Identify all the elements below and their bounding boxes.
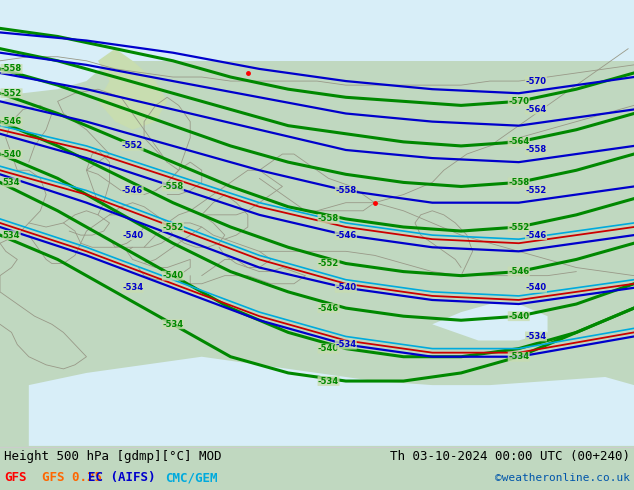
Text: -540: -540 <box>508 312 529 320</box>
Text: 534: 534 <box>3 231 20 240</box>
Text: 534: 534 <box>3 178 20 187</box>
Text: -540: -540 <box>335 283 356 293</box>
Polygon shape <box>0 0 133 101</box>
Text: -540: -540 <box>122 231 143 240</box>
Text: GFS: GFS <box>4 471 27 485</box>
Text: -570: -570 <box>508 97 529 106</box>
Text: ©weatheronline.co.uk: ©weatheronline.co.uk <box>495 473 630 483</box>
Text: -540: -540 <box>1 149 22 159</box>
Text: -558: -558 <box>508 178 529 187</box>
Text: -546: -546 <box>122 186 143 195</box>
Text: -552: -552 <box>162 222 183 231</box>
Bar <box>0 0 634 61</box>
Text: -540: -540 <box>162 271 183 280</box>
Text: -546: -546 <box>318 304 339 313</box>
Text: -570: -570 <box>526 76 547 86</box>
Text: -558: -558 <box>318 215 339 223</box>
Text: -534: -534 <box>162 320 183 329</box>
Text: -558: -558 <box>335 186 356 195</box>
Text: -546: -546 <box>335 231 356 240</box>
Text: EC (AIFS): EC (AIFS) <box>88 471 155 485</box>
Text: -564: -564 <box>526 105 547 114</box>
Text: -546: -546 <box>1 117 22 126</box>
Polygon shape <box>432 304 548 341</box>
Text: -552: -552 <box>122 142 143 150</box>
Text: -534: -534 <box>335 340 356 349</box>
Text: -564: -564 <box>508 137 529 147</box>
Text: CMC/GEM: CMC/GEM <box>165 471 217 485</box>
Text: Th 03-10-2024 00:00 UTC (00+240): Th 03-10-2024 00:00 UTC (00+240) <box>390 450 630 464</box>
Text: -552: -552 <box>508 222 529 231</box>
Text: -552: -552 <box>318 259 339 268</box>
Text: -534: -534 <box>508 352 529 361</box>
Text: -540: -540 <box>318 344 339 353</box>
Text: -546: -546 <box>526 231 547 240</box>
Text: -540: -540 <box>526 283 547 293</box>
Text: -534: -534 <box>122 283 143 293</box>
Text: Height 500 hPa [gdmp][°C] MOD: Height 500 hPa [gdmp][°C] MOD <box>4 450 221 464</box>
Text: -558: -558 <box>162 182 183 191</box>
Polygon shape <box>29 357 634 446</box>
Text: -558: -558 <box>526 146 547 154</box>
Text: -552: -552 <box>1 89 22 98</box>
Polygon shape <box>98 49 167 130</box>
Text: -552: -552 <box>526 186 547 195</box>
Text: -558: -558 <box>1 64 22 74</box>
Text: -534: -534 <box>318 376 339 386</box>
Text: GFS 0.25: GFS 0.25 <box>42 471 102 485</box>
Text: -534: -534 <box>526 332 547 341</box>
Text: -546: -546 <box>508 267 529 276</box>
